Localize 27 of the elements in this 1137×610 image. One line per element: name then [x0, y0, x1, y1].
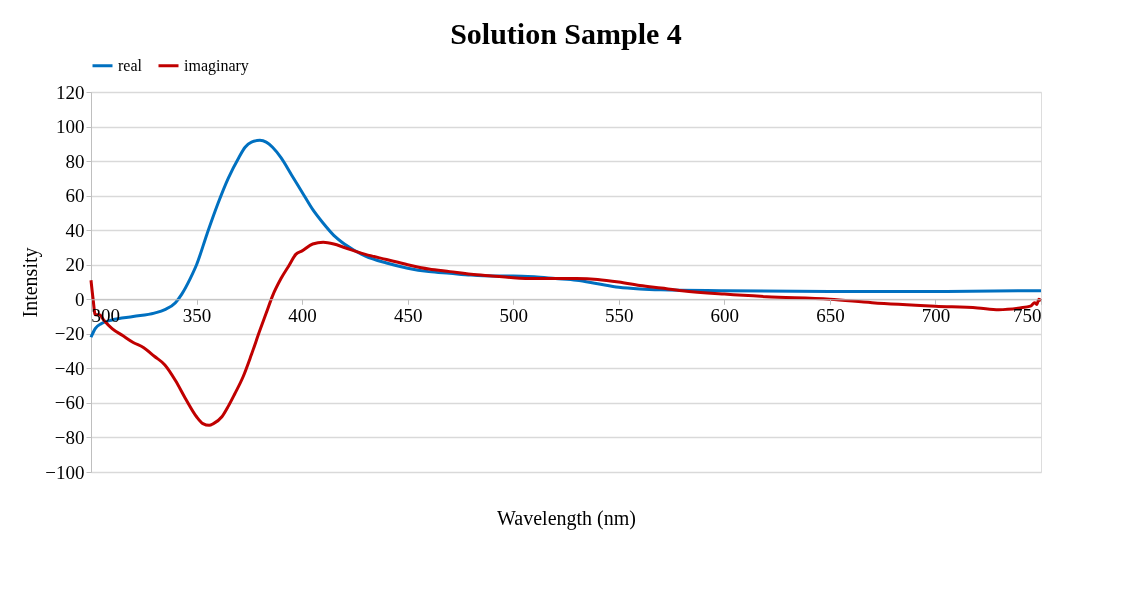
y-tick-label: 40	[65, 219, 85, 241]
x-tick-label: 500	[499, 304, 528, 326]
y-tick-label: 0	[75, 288, 85, 310]
x-tick-label: 750	[1013, 304, 1042, 326]
y-tick-label: −60	[54, 392, 85, 414]
y-tick-label: 60	[65, 185, 85, 207]
y-tick-label: −20	[54, 323, 85, 345]
x-tick-label: 700	[921, 304, 951, 326]
y-tick-label: 20	[65, 254, 85, 276]
y-tick-label: −100	[45, 461, 85, 483]
chart-title: Solution Sample 4	[450, 17, 682, 50]
x-tick-label: 600	[710, 304, 740, 326]
x-tick-label: 550	[605, 304, 634, 326]
y-tick-label: −80	[54, 426, 85, 448]
legend-label: real	[118, 56, 143, 74]
x-tick-label: 400	[288, 304, 317, 326]
y-tick-label: −40	[54, 357, 85, 379]
y-tick-label: 80	[65, 150, 85, 172]
x-tick-label: 650	[816, 304, 845, 326]
line-series	[89, 240, 1043, 427]
y-tick-label: 100	[56, 116, 85, 138]
y-tick-label: 120	[56, 81, 85, 103]
x-axis-title: Wavelength (nm)	[497, 506, 636, 530]
x-tick-label: 350	[182, 304, 212, 326]
x-tick-label: 450	[393, 304, 423, 326]
legend-label: imaginary	[184, 56, 249, 75]
y-axis-title: Intensity	[19, 247, 43, 318]
